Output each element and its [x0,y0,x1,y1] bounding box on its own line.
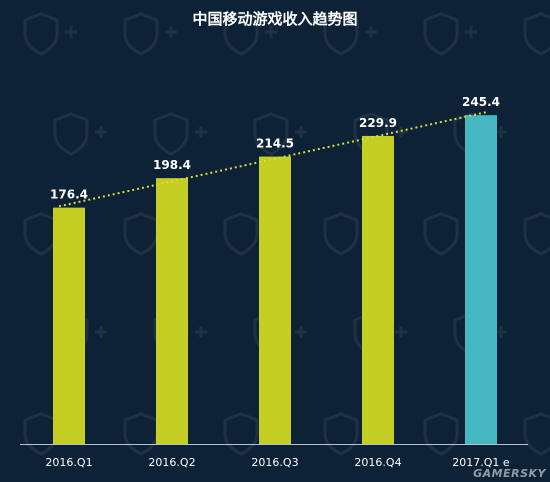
gamersky-watermark: GAMERSKY [473,467,546,480]
background-logo-mark [23,412,59,456]
bar-4 [362,135,394,444]
background-logo-mark [423,412,459,456]
bar-2 [156,178,188,445]
bar-value-label-4: 229.9 [359,116,397,130]
background-logo-mark [53,112,89,156]
background-plus-mark [465,26,477,38]
background-logo-mark [323,12,359,56]
bar-3 [259,156,291,444]
background-logo-mark [323,212,359,256]
bar-value-label-1: 176.4 [50,188,88,202]
x-tick-label-1: 2016.Q1 [45,456,92,469]
background-logo-mark [23,12,59,56]
background-logo-mark [123,212,159,256]
background-plus-mark [295,126,307,138]
trend-line [58,110,488,208]
background-logo-mark [253,112,289,156]
background-logo-mark [523,12,550,56]
bar-5 [465,115,497,444]
background-logo-mark [123,412,159,456]
background-logo-mark [423,12,459,56]
background-plus-mark [195,326,207,338]
background-plus-mark [365,26,377,38]
background-plus-mark [195,126,207,138]
background-logo-mark [153,112,189,156]
background-plus-mark [265,26,277,38]
bar-value-label-5: 245.4 [462,95,500,109]
x-tick-label-3: 2016.Q3 [251,456,298,469]
background-logo-mark [223,12,259,56]
background-logo-mark [223,212,259,256]
bar-value-label-3: 214.5 [256,137,294,151]
background-plus-mark [395,326,407,338]
bar-1 [53,207,85,444]
x-tick-label-2: 2016.Q2 [148,456,195,469]
background-logo-mark [423,212,459,256]
bar-value-label-2: 198.4 [153,158,191,172]
x-tick-label-5: 2017.Q1 e [452,456,510,469]
background-logo-mark [523,212,550,256]
x-tick-label-4: 2016.Q4 [354,456,401,469]
background-logo-mark [223,412,259,456]
background-plus-mark [95,326,107,338]
background-logo-mark [523,412,550,456]
background-logo-mark [323,412,359,456]
background-logo-mark [23,212,59,256]
background-plus-mark [165,26,177,38]
background-logo-mark [123,12,159,56]
background-plus-mark [295,326,307,338]
background-plus-mark [65,26,77,38]
chart-title: 中国移动游戏收入趋势图 [192,10,358,28]
background-plus-mark [95,126,107,138]
